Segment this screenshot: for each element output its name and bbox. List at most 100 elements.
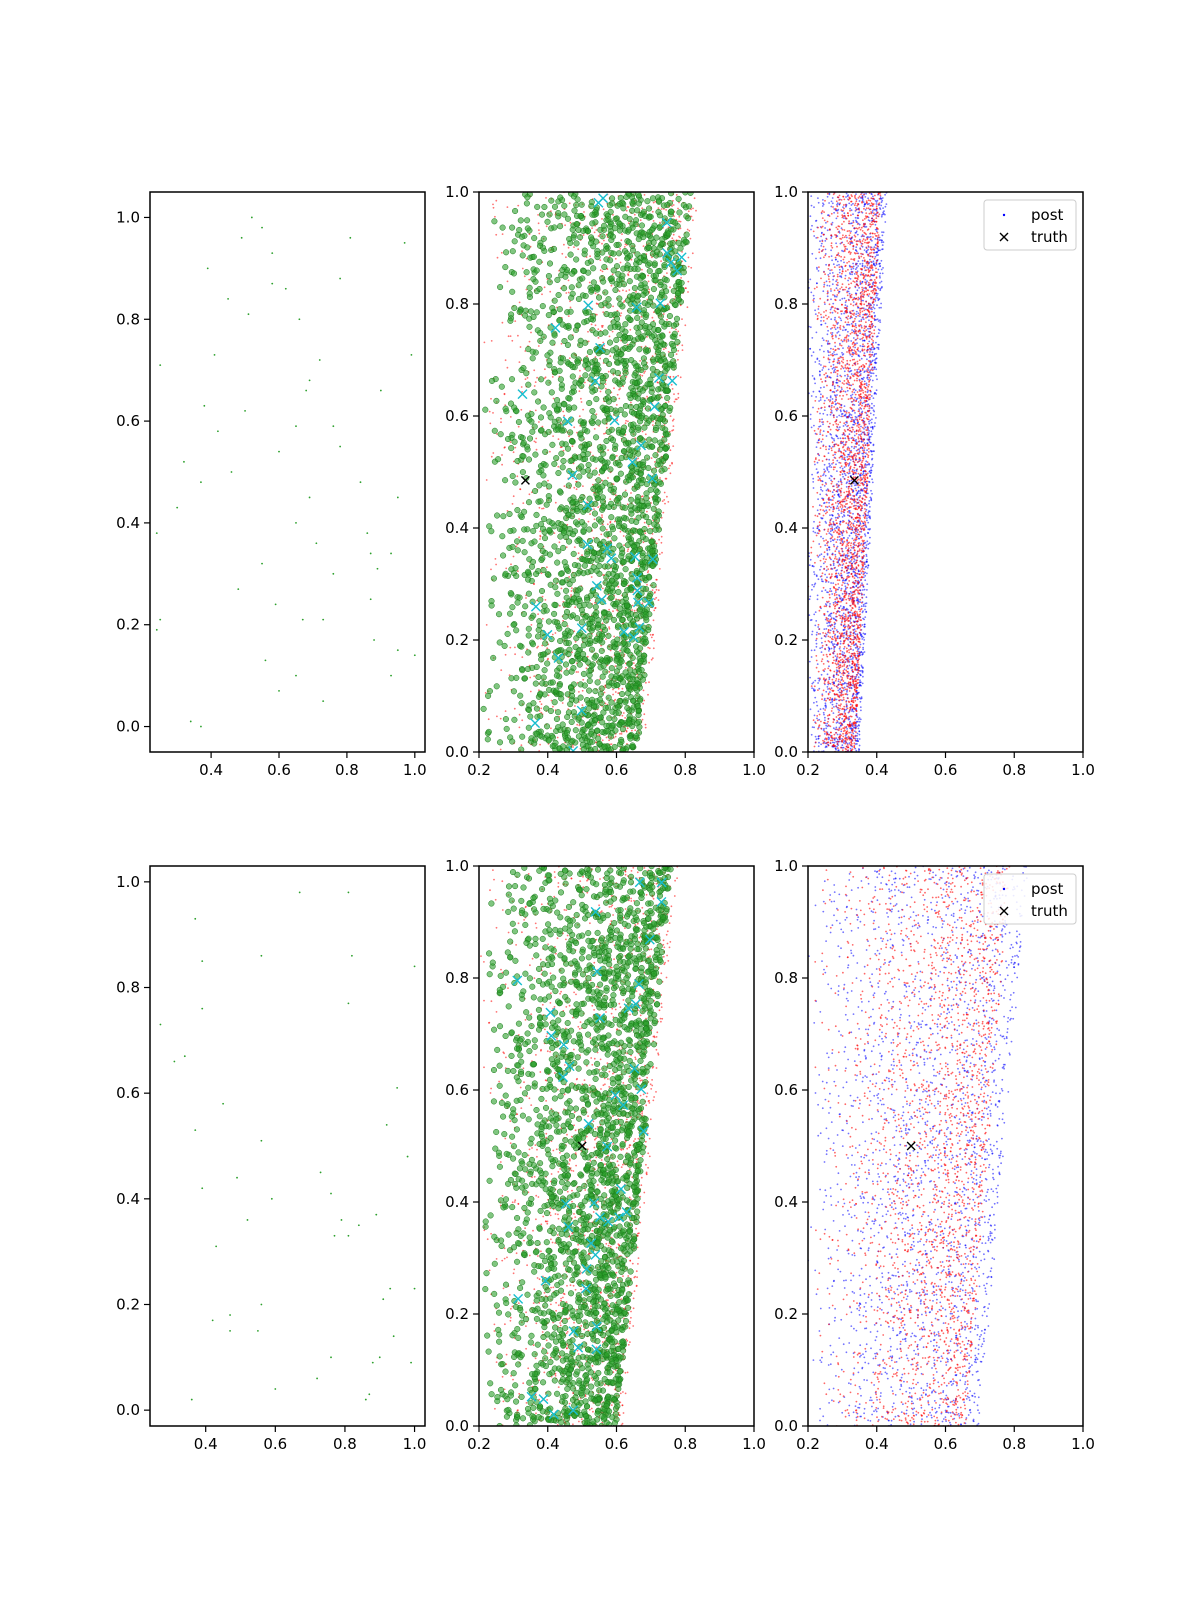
posterior-red-point [675,353,678,355]
posterior-green-point [648,235,655,242]
posterior-green-point [642,323,649,330]
data-point [203,404,206,407]
posterior-green-point [496,739,504,746]
posterior-green-point [660,202,667,209]
post-blue-point [826,397,828,399]
posterior-green-point [641,424,648,431]
data-point [183,460,185,463]
posterior-red-point [620,733,623,735]
posterior-green-point [599,275,606,282]
posterior-green-point [591,702,598,709]
posterior-green-point [586,687,593,694]
posterior-green-point [588,730,595,737]
cyan-cross-point [517,389,528,400]
posterior-green-point [576,597,583,604]
post-blue-point [838,461,841,464]
cyan-cross-point [602,543,613,554]
posterior-green-point [577,694,584,701]
post-blue-point [818,248,821,251]
posterior-green-point [622,440,629,447]
data-point [390,552,392,555]
posterior-red-point [623,544,625,547]
posterior-green-point [657,313,664,320]
post-blue-point [845,486,848,488]
posterior-green-point [579,275,586,282]
posterior-green-point [569,373,576,380]
posterior-red-point [578,724,581,727]
posterior-green-point [571,453,578,460]
posterior-green-point [607,486,614,493]
posterior-green-point [595,477,602,484]
posterior-red-point [671,419,674,422]
y-tick-label: 0.6 [445,407,469,425]
posterior-red-point [642,541,645,544]
posterior-red-point [562,410,565,413]
post-blue-point [841,516,844,518]
posterior-green-point [622,328,629,335]
posterior-red-point [573,246,575,249]
posterior-green-point [553,715,560,723]
posterior-green-point [575,226,582,234]
cyan-cross-point [655,298,666,309]
posterior-green-point [537,691,544,698]
posterior-red-point [549,450,551,453]
posterior-green-point [656,416,663,423]
posterior-green-point [563,729,570,736]
posterior-green-point [631,372,638,379]
posterior-red-point [495,563,497,566]
posterior-red-point [651,210,654,213]
post-blue-point [829,587,832,590]
post-blue-point [815,645,818,648]
posterior-red-point [633,609,636,612]
posterior-red-point [642,689,645,692]
posterior-red-point [639,360,641,362]
posterior-green-point [598,647,605,654]
post-blue-point [829,629,832,632]
posterior-red-point [677,349,680,352]
posterior-green-point [566,538,573,545]
posterior-red-point [651,256,653,259]
data-point [237,588,240,590]
posterior-red-point [601,587,604,590]
posterior-red-point [672,425,675,427]
posterior-green-point [643,639,650,646]
posterior-green-point [593,635,601,642]
post-blue-point [836,203,838,206]
posterior-red-point [490,340,493,342]
posterior-green-point [520,364,527,372]
posterior-red-point [575,488,578,491]
posterior-red-point [487,718,490,721]
post-blue-point [876,286,879,289]
posterior-red-point [687,280,690,283]
posterior-red-point [533,369,536,372]
data-point [200,481,202,484]
posterior-green-point [521,526,528,533]
posterior-green-point [557,570,564,577]
post-blue-point [822,711,825,714]
post-blue-point [856,531,859,533]
posterior-red-point [598,473,601,476]
posterior-green-point [619,303,626,310]
post-blue-point [832,278,834,281]
posterior-green-point [626,452,634,459]
posterior-green-point [490,575,497,582]
posterior-red-point [554,501,557,504]
post-blue-point [842,629,845,631]
posterior-green-point [647,599,654,606]
posterior-green-point [588,662,595,669]
posterior-green-point [580,670,587,677]
posterior-red-point [646,336,648,338]
posterior-green-point [597,518,604,525]
posterior-red-point [484,692,487,694]
data-point [189,720,192,723]
posterior-green-point [670,342,677,349]
post-blue-point [811,337,814,339]
posterior-red-point [578,415,581,418]
posterior-green-point [547,414,554,421]
posterior-green-point [566,235,573,243]
posterior-red-point [540,572,543,575]
posterior-green-point [549,305,556,312]
post-blue-point [858,555,861,558]
post-blue-point [835,702,838,705]
posterior-red-point [520,744,523,747]
